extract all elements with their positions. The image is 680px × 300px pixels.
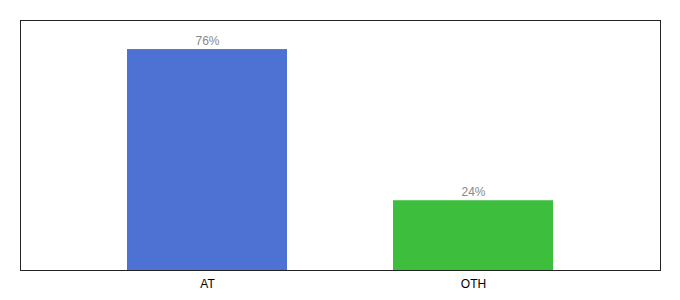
svg-text:76%: 76% — [195, 34, 219, 48]
svg-text:AT: AT — [200, 277, 215, 291]
svg-text:OTH: OTH — [461, 277, 486, 291]
svg-text:24%: 24% — [461, 185, 485, 199]
